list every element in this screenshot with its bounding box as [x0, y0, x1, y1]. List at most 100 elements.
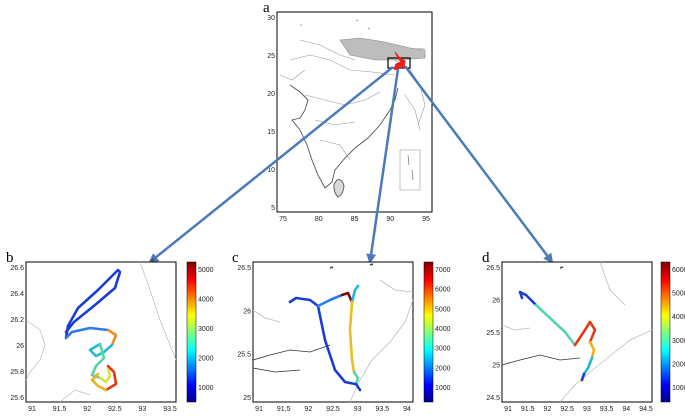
panel-a-label: a — [263, 0, 270, 16]
panel-b-xtick: 91 — [28, 406, 36, 413]
panel-b-yticks: 26.6 26.4 26.2 26 25.8 25.6 — [10, 265, 24, 402]
panel-d-xticks: 91 91.5 92 92.5 93 93.5 94 94.5 — [504, 406, 653, 413]
panel-c-xtick: 94 — [403, 406, 411, 413]
panel-d-colorbar — [660, 261, 671, 403]
panel-d-borders — [501, 261, 653, 403]
panel-d-ytick: 26.5 — [486, 265, 500, 272]
panel-c-xtick: 92 — [304, 406, 312, 413]
panel-d-cbar-tick: 5000 — [672, 291, 685, 298]
panel-d-xtick: 93 — [583, 406, 591, 413]
panel-b-cbar-tick: 1000 — [198, 385, 214, 392]
panel-a-xtick: 90 — [386, 216, 394, 223]
panel-b-ytick: 26.4 — [10, 291, 24, 298]
panel-c-label: c — [232, 250, 239, 266]
panel-c-cbar-tick: 2000 — [435, 365, 451, 372]
panel-a-map — [279, 19, 426, 198]
panel-d-ytick: 26 — [492, 298, 500, 305]
panel-b-cbar-tick: 3000 — [198, 326, 214, 333]
panel-a-ytick: 25 — [267, 53, 275, 60]
panel-c-xtick: 93.5 — [376, 406, 390, 413]
panel-b-ytick: 25.6 — [10, 395, 24, 402]
panel-d-cbar-tick: 4000 — [672, 314, 685, 321]
panel-d-colorbar-ticks: 6000 5000 4000 3000 2000 1000 — [672, 267, 685, 392]
panel-a-xtick: 75 — [279, 216, 287, 223]
panel-c-cbar-tick: 1000 — [435, 385, 451, 392]
panel-c: c 26.5 26 25.5 25 91 91.5 92 92.5 93 93.5 94 7000… — [232, 250, 451, 413]
panel-b-ytick: 26 — [16, 343, 24, 350]
panel-b-xtick: 93 — [139, 406, 147, 413]
panel-b-label: b — [6, 250, 14, 266]
panel-d-cbar-tick: 6000 — [672, 267, 685, 274]
panel-d-xtick: 94 — [622, 406, 630, 413]
panel-c-cbar-tick: 6000 — [435, 287, 451, 294]
panel-c-colorbar-ticks: 7000 6000 5000 4000 3000 2000 1000 — [435, 267, 451, 392]
panel-b-ytick: 25.8 — [10, 369, 24, 376]
panel-c-frame — [252, 261, 414, 403]
arrows — [148, 65, 554, 264]
panel-a-ytick: 30 — [267, 15, 275, 22]
panel-d-xtick: 92.5 — [560, 406, 574, 413]
panel-b-xtick: 92 — [83, 406, 91, 413]
panel-b-frame — [25, 261, 177, 403]
panel-b-cbar-tick: 4000 — [198, 297, 214, 304]
panel-d-flight-track — [518, 290, 597, 382]
panel-b-flight-track — [64, 268, 122, 392]
panel-a-xtick: 95 — [422, 216, 430, 223]
panel-a-xtick: 85 — [351, 216, 359, 223]
panel-d-ytick: 24.5 — [486, 395, 500, 402]
panel-b-ytick: 26.6 — [10, 265, 24, 272]
panel-c-xtick: 92.5 — [326, 406, 340, 413]
panel-b-cbar-tick: 5000 — [198, 267, 214, 274]
panel-a-ytick: 10 — [267, 167, 275, 174]
panel-c-ytick: 25.5 — [237, 352, 251, 359]
panel-c-xtick: 91.5 — [277, 406, 291, 413]
panel-d-xtick: 92 — [544, 406, 552, 413]
panel-c-colorbar — [423, 261, 434, 403]
panel-d-xtick: 91.5 — [521, 406, 535, 413]
panel-b-colorbar — [186, 261, 197, 403]
panel-d-cbar-tick: 1000 — [672, 385, 685, 392]
panel-c-borders — [252, 263, 414, 403]
panel-b-borders — [25, 258, 177, 403]
panel-a-ytick: 15 — [267, 129, 275, 136]
panel-d-yticks: 26.5 26 25.5 25 24.5 — [486, 265, 500, 402]
panel-a-xticks: 75 80 85 90 95 — [279, 216, 430, 223]
panel-d-xtick: 94.5 — [639, 406, 653, 413]
panel-d-cbar-tick: 3000 — [672, 338, 685, 345]
panel-c-ytick: 25 — [243, 395, 251, 402]
panel-c-cbar-tick: 5000 — [435, 306, 451, 313]
panel-c-xtick: 93 — [354, 406, 362, 413]
panel-c-ytick: 26 — [243, 308, 251, 315]
panel-b-colorbar-ticks: 5000 4000 3000 2000 1000 — [198, 267, 214, 392]
panel-a-yticks: 30 25 20 15 10 5 — [267, 15, 275, 212]
panel-c-cbar-tick: 3000 — [435, 346, 451, 353]
panel-b-xtick: 91.5 — [53, 406, 67, 413]
panel-c-xticks: 91 91.5 92 92.5 93 93.5 94 — [255, 406, 411, 413]
panel-c-cbar-tick: 7000 — [435, 267, 451, 274]
panel-d-ytick: 25.5 — [486, 330, 500, 337]
panel-d-xtick: 91 — [504, 406, 512, 413]
arrow-to-panel-d — [404, 65, 554, 264]
panel-b-xtick: 92.5 — [108, 406, 122, 413]
panel-c-ytick: 26.5 — [237, 265, 251, 272]
panel-c-yticks: 26.5 26 25.5 25 — [237, 265, 251, 402]
panel-a-ytick: 5 — [271, 205, 275, 212]
panel-b-xtick: 93.5 — [163, 406, 177, 413]
panel-a-ytick: 20 — [267, 91, 275, 98]
panel-d-label: d — [482, 250, 490, 266]
panel-c-xtick: 91 — [255, 406, 263, 413]
panel-c-flight-track — [288, 284, 362, 392]
panel-d-frame — [501, 261, 653, 403]
arrow-to-panel-b — [148, 66, 394, 264]
panel-d-cbar-tick: 2000 — [672, 361, 685, 368]
panel-b-ytick: 26.2 — [10, 317, 24, 324]
panel-a-xtick: 80 — [315, 216, 323, 223]
arrow-to-panel-c — [366, 68, 400, 264]
panel-a: a 30 25 20 15 10 5 75 80 85 90 — [263, 0, 433, 223]
panel-b-xticks: 91 91.5 92 92.5 93 93.5 — [28, 406, 177, 413]
panel-d-ytick: 25 — [492, 363, 500, 370]
panel-b-cbar-tick: 2000 — [198, 356, 214, 363]
